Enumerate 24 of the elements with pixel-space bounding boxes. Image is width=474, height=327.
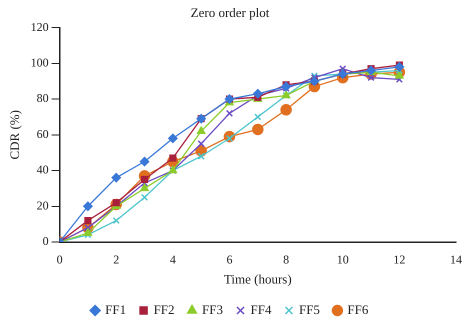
y-tick-label: 0 (42, 234, 49, 248)
x-tick-label: 2 (113, 252, 120, 266)
legend-label: FF1 (105, 302, 126, 317)
legend-label: FF5 (298, 302, 320, 317)
x-tick-label: 4 (170, 252, 176, 266)
x-tick-label: 8 (283, 252, 290, 266)
legend-label: FF3 (202, 302, 224, 317)
y-tick-label: 20 (36, 198, 49, 212)
x-tick-label: 12 (393, 252, 406, 266)
y-tick-label: 40 (36, 162, 49, 177)
y-tick-label: 120 (30, 20, 49, 34)
x-tick-label: 0 (56, 252, 63, 266)
legend-label: FF4 (250, 302, 272, 317)
x-tick-label: 14 (450, 252, 462, 266)
chart-title: Zero order plot (190, 5, 270, 20)
x-axis-title: Time (hours) (224, 272, 292, 287)
y-tick-label: 100 (30, 55, 49, 70)
y-axis-title: CDR (%) (7, 110, 22, 160)
legend-label: FF6 (347, 302, 369, 317)
legend-label: FF2 (154, 302, 175, 317)
y-tick-label: 60 (36, 126, 49, 141)
x-tick-label: 10 (336, 252, 349, 266)
x-tick-label: 6 (226, 252, 232, 266)
y-tick-label: 80 (36, 91, 49, 106)
